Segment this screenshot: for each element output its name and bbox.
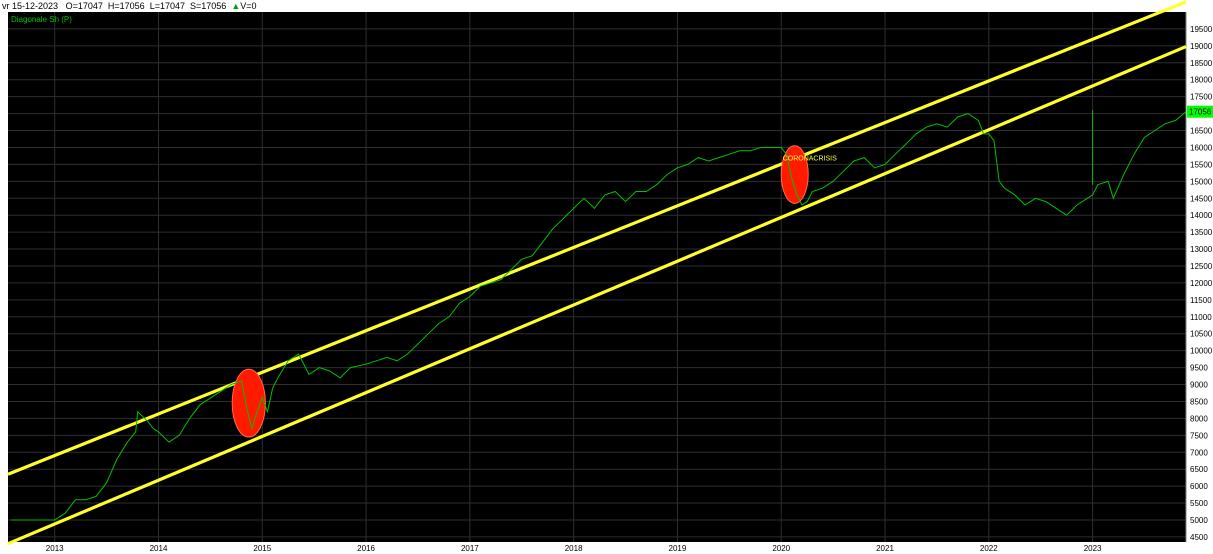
channel-line [7, 45, 1187, 546]
grid-lines [8, 12, 1187, 542]
y-tick-label: 14500 [1190, 194, 1213, 203]
annotation-label: CORONACRISIS [783, 156, 837, 163]
y-tick-label: 6500 [1190, 465, 1208, 474]
x-tick-label: 2014 [150, 544, 168, 553]
highlight-ellipse [231, 368, 266, 438]
annotations: CORONACRISIS [783, 110, 1094, 185]
y-tick-label: 14000 [1190, 211, 1213, 220]
x-axis-labels: 2013 2014 2015 2016 2017 2018 2019 2020 2021 2022… [46, 544, 1102, 553]
last-value-bg [1187, 105, 1213, 118]
y-tick-label: 5500 [1190, 499, 1208, 508]
y-tick-label: 9500 [1190, 364, 1208, 373]
y-tick-label: 12000 [1190, 279, 1213, 288]
y-tick-label: 4500 [1190, 533, 1208, 542]
header-close: S=17056 [190, 1, 227, 11]
y-tick-label: 11000 [1190, 313, 1212, 322]
y-tick-label: 8500 [1190, 397, 1208, 406]
x-tick-label: 2019 [669, 544, 687, 553]
x-tick-label: 2021 [876, 544, 894, 553]
last-value-label: 17056 [1189, 108, 1212, 117]
x-tick-label: 2013 [46, 544, 64, 553]
channel-lines [7, 0, 1187, 546]
price-line [11, 111, 1187, 521]
y-tick-label: 12500 [1190, 262, 1213, 271]
y-tick-label: 10500 [1190, 330, 1213, 339]
plot-area[interactable] [8, 12, 1186, 542]
y-tick-label: 16000 [1190, 143, 1213, 152]
y-tick-label: 13000 [1190, 245, 1213, 254]
chart-title: Diagonale Sh (P) [11, 15, 72, 24]
x-tick-label: 2015 [253, 544, 271, 553]
header-low: L=17047 [149, 1, 185, 11]
x-tick-label: 2016 [357, 544, 375, 553]
price-header: vr 15-12-2023 O=17047 H=17056 L=17047 S=… [2, 0, 257, 12]
x-tick-label: 2023 [1084, 544, 1102, 553]
channel-line [7, 0, 1187, 476]
y-tick-label: 11500 [1190, 296, 1212, 305]
y-tick-label: 6000 [1190, 482, 1208, 491]
x-tick-label: 2018 [565, 544, 583, 553]
y-tick-label: 13500 [1190, 228, 1213, 237]
y-tick-label: 15500 [1190, 160, 1213, 169]
y-axis-labels: 4500 5000 5500 6000 6500 7000 7500 8000 8500 9000… [1190, 25, 1213, 542]
y-tick-label: 15000 [1190, 177, 1213, 186]
y-tick-label: 18500 [1190, 59, 1213, 68]
y-tick-label: 5000 [1190, 516, 1208, 525]
x-tick-label: 2022 [980, 544, 998, 553]
header-open: O=17047 [65, 1, 103, 11]
y-tick-label: 7500 [1190, 431, 1208, 440]
y-tick-label: 19500 [1190, 25, 1213, 34]
y-tick-label: 7000 [1190, 448, 1208, 457]
y-tick-label: 8000 [1190, 414, 1208, 423]
y-tick-label: 16500 [1190, 127, 1213, 136]
y-tick-label: 10000 [1190, 347, 1213, 356]
y-tick-label: 19000 [1190, 42, 1213, 51]
last-value-badge: 17056 [1187, 105, 1213, 118]
y-tick-label: 9000 [1190, 381, 1208, 390]
x-tick-label: 2020 [772, 544, 790, 553]
header-volume: V=0 [240, 1, 257, 11]
volume-arrow-icon: ▲ [231, 1, 241, 11]
highlight-ellipse [780, 145, 809, 204]
x-tick-label: 2017 [461, 544, 479, 553]
y-tick-label: 17500 [1190, 93, 1213, 102]
header-date: vr 15-12-2023 [2, 1, 59, 11]
header-high: H=17056 [107, 1, 145, 11]
y-tick-label: 18000 [1190, 76, 1213, 85]
